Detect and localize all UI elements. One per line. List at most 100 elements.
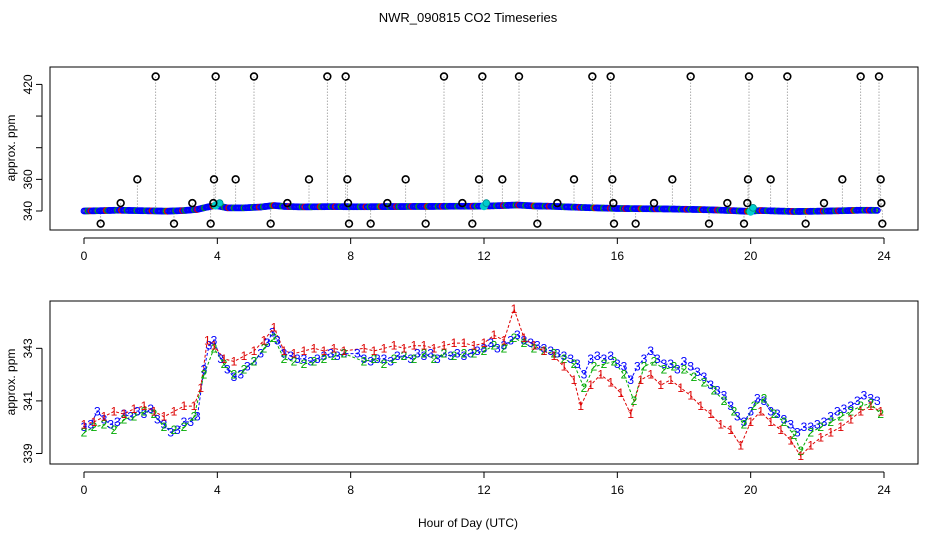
series-3-point: 3: [641, 352, 648, 366]
outlier-point: [514, 72, 524, 81]
series-1-point: 1: [667, 373, 674, 387]
series-3-point: 3: [407, 352, 414, 366]
series-1-point: 1: [411, 339, 418, 353]
series-3-point: 3: [854, 394, 861, 408]
bottom-y-axis-label: approx. ppm: [4, 349, 18, 416]
series-2-point: 2: [671, 360, 678, 374]
series-3-point: 3: [187, 415, 194, 429]
series-1-point: 1: [687, 389, 694, 403]
series-2-point: 2: [791, 428, 798, 442]
series-3-point: 3: [734, 410, 741, 424]
series-3-point: 3: [761, 394, 768, 408]
series-2-point: 2: [211, 341, 218, 355]
series-2-point: 2: [531, 341, 538, 355]
series-2-point: 2: [721, 394, 728, 408]
outlier-point: [231, 175, 240, 184]
outlier-point: [474, 175, 484, 184]
series-1-point: 1: [381, 341, 388, 355]
series-1-point: 1: [521, 331, 528, 345]
outlier-point: [366, 219, 375, 228]
series-3-point: 3: [694, 365, 701, 379]
series-3-point: 3: [747, 404, 754, 418]
outlier-point: [739, 219, 749, 228]
series-2-point: 2: [251, 354, 258, 368]
top-panel-timeseries: 0 4 8 12 16 20 24 340 360 420 approx. ppm: [4, 66, 919, 263]
series-2-point: 2: [877, 407, 884, 421]
series-1-point: 1: [491, 328, 498, 342]
series-2-point: 2: [817, 420, 824, 434]
outlier-point: [211, 72, 220, 81]
outlier-point: [439, 72, 449, 81]
series-2-point: 2: [121, 412, 128, 426]
outlier-point: [743, 198, 752, 208]
outlier-point: [878, 219, 887, 228]
series-3-point: 3: [174, 423, 181, 437]
series-3-point: 3: [481, 341, 488, 355]
series-3-point: 3: [141, 407, 148, 421]
series-3-point: 3: [741, 415, 748, 429]
series-2-point: 2: [711, 383, 718, 397]
series-3-point: 3: [707, 378, 714, 392]
outlier-point: [723, 198, 732, 208]
series-3-point: 3: [354, 347, 361, 361]
outlier-point: [801, 219, 810, 228]
series-2-point: 2: [611, 354, 618, 368]
series-2-point: 2: [461, 347, 468, 361]
series-2-point: 2: [761, 391, 768, 405]
series-1-point: 1: [371, 344, 378, 358]
series-3-point: 3: [587, 352, 594, 366]
series-1-point: 1: [511, 302, 518, 316]
outlier-point: [421, 219, 430, 228]
series-3-point: 3: [381, 352, 388, 366]
series-2-point: 2: [701, 376, 708, 390]
series-3-point: 3: [861, 389, 868, 403]
series-3-point: 3: [334, 349, 341, 363]
bottom-plot-frame: [49, 300, 919, 465]
series-3-point: 3: [307, 354, 314, 368]
series-3-point: 3: [127, 410, 134, 424]
series-3-point: 3: [727, 399, 734, 413]
series-2-point: 2: [691, 370, 698, 384]
outlier-point: [341, 72, 350, 81]
figure-title: NWR_090815 CO2 Timeseries: [379, 10, 558, 25]
bottom-y-tick-label: 339: [21, 443, 35, 463]
top-x-tick-label: 24: [877, 249, 891, 263]
series-2-point: 2: [91, 420, 98, 434]
series-3-point: 3: [161, 418, 168, 432]
series-3-point: 3: [687, 360, 694, 374]
series-1-point: 1: [111, 404, 118, 418]
series-2-point: 2: [371, 352, 378, 366]
series-1-point: 1: [757, 404, 764, 418]
series-2-point: 2: [321, 352, 328, 366]
series-2-point: 2: [261, 341, 268, 355]
series-1-point: 1: [697, 399, 704, 413]
series-2-point: 2: [501, 341, 508, 355]
series-2-point: 2: [771, 407, 778, 421]
series-2-point: 2: [797, 444, 804, 458]
outlier-point: [209, 175, 219, 184]
series-1-point: 1: [847, 412, 854, 426]
series-3-point: 3: [394, 349, 401, 363]
series-2-point: 2: [561, 352, 568, 366]
series-3-point: 3: [654, 352, 661, 366]
series-3-point: 3: [474, 344, 481, 358]
series-3-point: 3: [867, 391, 874, 405]
bottom-y-tick-label: 343: [21, 338, 35, 358]
series-2-point: 2: [541, 344, 548, 358]
series-1-point: 1: [431, 341, 438, 355]
series-3-point: 3: [487, 336, 494, 350]
series-3-point: 3: [294, 352, 301, 366]
series-1-point: 1: [867, 399, 874, 413]
series-3-point: 3: [874, 394, 881, 408]
series-2-point: 2: [311, 354, 318, 368]
series-1-point: 1: [767, 415, 774, 429]
series-3-point: 3: [827, 410, 834, 424]
series-3-point: 3: [269, 326, 276, 340]
series-3-point: 3: [224, 362, 231, 376]
series-1-point: 1: [231, 354, 238, 368]
series-1-point: 1: [737, 439, 744, 453]
outlier-point: [533, 219, 542, 228]
outlier-point: [819, 198, 829, 208]
